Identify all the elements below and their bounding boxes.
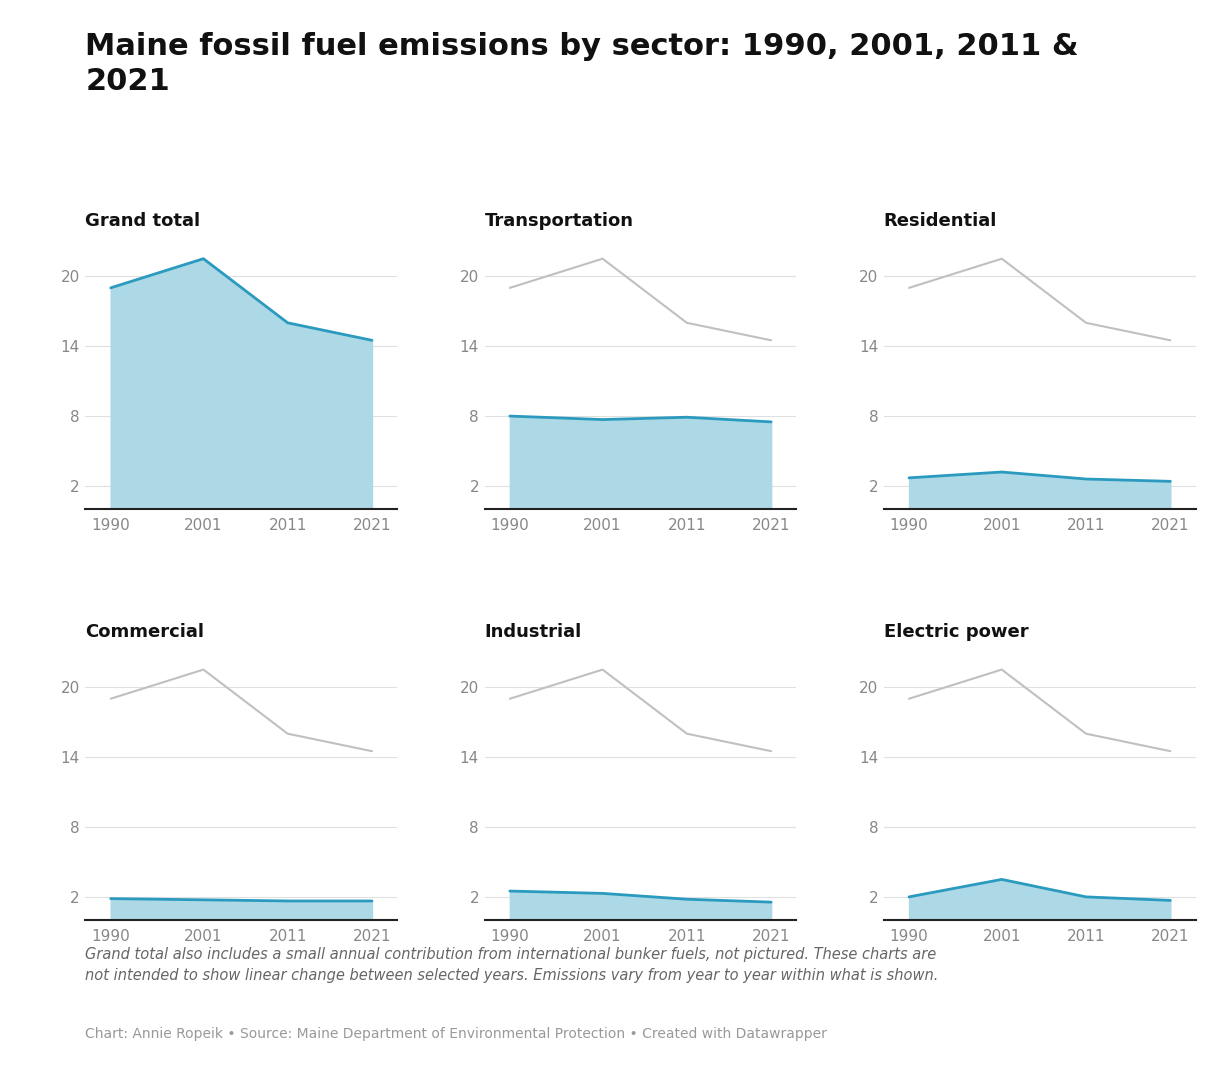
Text: Commercial: Commercial (85, 623, 205, 641)
Text: Electric power: Electric power (883, 623, 1028, 641)
Text: Grand total also includes a small annual contribution from international bunker : Grand total also includes a small annual… (85, 947, 938, 983)
Text: Transportation: Transportation (484, 212, 633, 230)
Text: Maine fossil fuel emissions by sector: 1990, 2001, 2011 &
2021: Maine fossil fuel emissions by sector: 1… (85, 32, 1078, 96)
Text: Residential: Residential (883, 212, 997, 230)
Text: Chart: Annie Ropeik • Source: Maine Department of Environmental Protection • Cre: Chart: Annie Ropeik • Source: Maine Depa… (85, 1027, 827, 1041)
Text: Grand total: Grand total (85, 212, 200, 230)
Text: Industrial: Industrial (484, 623, 582, 641)
